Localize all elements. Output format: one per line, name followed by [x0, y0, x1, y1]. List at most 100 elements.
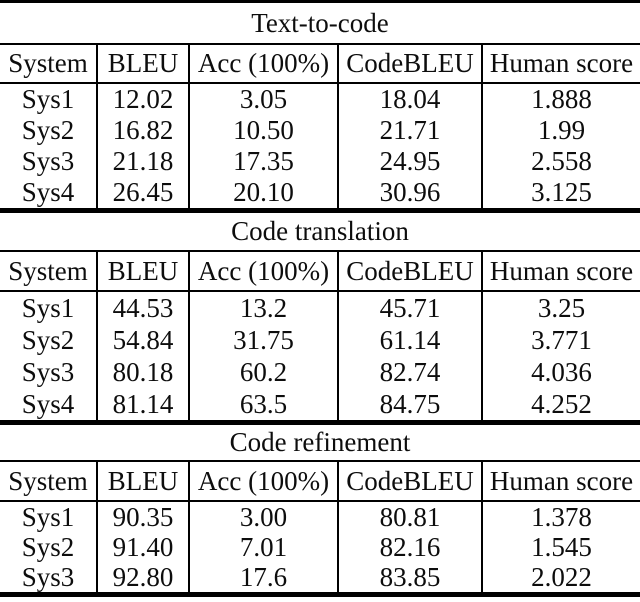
section-title-row: Code refinement — [0, 425, 640, 460]
header-row: System BLEU Acc (100%) CodeBLEU Human sc… — [0, 45, 640, 82]
cell-bleu: 90.35 — [96, 502, 188, 532]
table-row: Sys1 90.35 3.00 80.81 1.378 — [0, 502, 640, 532]
cell-system: Sys3 — [21, 356, 75, 387]
cell-system: Sys2 — [21, 324, 75, 355]
cell-human-score: 3.771 — [481, 324, 640, 356]
section-title: Code refinement — [229, 427, 411, 457]
column-header-system: System — [8, 255, 88, 286]
cell-bleu: 91.40 — [96, 532, 188, 562]
cell-human-score: 1.99 — [481, 115, 640, 146]
cell-acc: 3.00 — [188, 502, 337, 532]
cell-bleu: 54.84 — [96, 324, 188, 356]
cell-codebleu: 84.75 — [337, 388, 481, 420]
cell-human-score: 4.252 — [481, 388, 640, 420]
rule-below-title — [0, 43, 640, 45]
cell-acc: 7.01 — [188, 532, 337, 562]
cell-bleu: 12.02 — [96, 84, 188, 115]
cell-system: Sys4 — [21, 177, 75, 207]
cell-system: Sys3 — [21, 146, 75, 176]
cell-codebleu: 30.96 — [337, 177, 481, 208]
cell-codebleu: 18.04 — [337, 84, 481, 115]
bottom-rule — [0, 592, 640, 597]
column-header-system: System — [8, 48, 88, 78]
cell-human-score: 3.125 — [481, 177, 640, 208]
column-header-codebleu: CodeBLEU — [337, 252, 481, 290]
table-row: Sys3 21.18 17.35 24.95 2.558 — [0, 146, 640, 177]
cell-codebleu: 45.71 — [337, 292, 481, 324]
cell-acc: 13.2 — [188, 292, 337, 324]
table-row: Sys4 81.14 63.5 84.75 4.252 — [0, 388, 640, 420]
column-header-codebleu: CodeBLEU — [337, 462, 481, 500]
column-header-codebleu: CodeBLEU — [337, 45, 481, 82]
cell-codebleu: 82.16 — [337, 532, 481, 562]
table-section-code-refinement: Code refinement System BLEU Acc (100%) C… — [0, 425, 640, 592]
cell-human-score: 4.036 — [481, 356, 640, 388]
section-divider-rule — [0, 208, 640, 213]
cell-human-score: 1.378 — [481, 502, 640, 532]
cell-bleu: 44.53 — [96, 292, 188, 324]
cell-acc: 20.10 — [188, 177, 337, 208]
header-row: System BLEU Acc (100%) CodeBLEU Human sc… — [0, 252, 640, 290]
cell-system: Sys1 — [21, 84, 75, 114]
rule-below-title — [0, 250, 640, 252]
cell-codebleu: 24.95 — [337, 146, 481, 177]
cell-acc: 17.6 — [188, 562, 337, 592]
section-title-row: Code translation — [0, 213, 640, 250]
cell-system: Sys1 — [21, 502, 75, 532]
cell-codebleu: 61.14 — [337, 324, 481, 356]
rule-below-header — [0, 290, 640, 292]
rule-below-header — [0, 82, 640, 84]
column-header-human-score: Human score — [481, 252, 640, 290]
cell-bleu: 16.82 — [96, 115, 188, 146]
table-row: Sys3 80.18 60.2 82.74 4.036 — [0, 356, 640, 388]
cell-codebleu: 21.71 — [337, 115, 481, 146]
column-header-acc: Acc (100%) — [188, 462, 337, 500]
column-header-bleu: BLEU — [96, 462, 188, 500]
table-row: Sys2 54.84 31.75 61.14 3.771 — [0, 324, 640, 356]
cell-human-score: 3.25 — [481, 292, 640, 324]
table-row: Sys1 44.53 13.2 45.71 3.25 — [0, 292, 640, 324]
cell-bleu: 21.18 — [96, 146, 188, 177]
table-row: Sys1 12.02 3.05 18.04 1.888 — [0, 84, 640, 115]
column-header-bleu: BLEU — [96, 45, 188, 82]
cell-human-score: 2.022 — [481, 562, 640, 592]
column-header-human-score: Human score — [481, 45, 640, 82]
section-title: Code translation — [231, 216, 409, 246]
cell-system: Sys4 — [21, 388, 75, 419]
cell-bleu: 81.14 — [96, 388, 188, 420]
top-rule — [0, 0, 640, 3]
cell-codebleu: 83.85 — [337, 562, 481, 592]
cell-acc: 3.05 — [188, 84, 337, 115]
column-header-acc: Acc (100%) — [188, 252, 337, 290]
table-row: Sys4 26.45 20.10 30.96 3.125 — [0, 177, 640, 208]
table-section-text-to-code: Text-to-code System BLEU Acc (100%) Code… — [0, 3, 640, 208]
section-title: Text-to-code — [251, 7, 389, 38]
column-header-acc: Acc (100%) — [188, 45, 337, 82]
cell-acc: 17.35 — [188, 146, 337, 177]
table-row: Sys3 92.80 17.6 83.85 2.022 — [0, 562, 640, 592]
cell-bleu: 80.18 — [96, 356, 188, 388]
cell-bleu: 26.45 — [96, 177, 188, 208]
table-row: Sys2 16.82 10.50 21.71 1.99 — [0, 115, 640, 146]
cell-codebleu: 82.74 — [337, 356, 481, 388]
cell-bleu: 92.80 — [96, 562, 188, 592]
section-divider-rule — [0, 420, 640, 425]
cell-system: Sys1 — [21, 292, 75, 323]
table-section-code-translation: Code translation System BLEU Acc (100%) … — [0, 213, 640, 420]
table-row: Sys2 91.40 7.01 82.16 1.545 — [0, 532, 640, 562]
cell-system: Sys3 — [21, 562, 75, 592]
section-title-row: Text-to-code — [0, 3, 640, 43]
rule-below-title — [0, 460, 640, 462]
header-row: System BLEU Acc (100%) CodeBLEU Human sc… — [0, 462, 640, 500]
cell-system: Sys2 — [21, 115, 75, 145]
cell-acc: 31.75 — [188, 324, 337, 356]
cell-acc: 10.50 — [188, 115, 337, 146]
cell-human-score: 1.888 — [481, 84, 640, 115]
cell-system: Sys2 — [21, 532, 75, 562]
column-header-system: System — [8, 465, 88, 496]
cell-acc: 63.5 — [188, 388, 337, 420]
cell-acc: 60.2 — [188, 356, 337, 388]
cell-human-score: 1.545 — [481, 532, 640, 562]
cell-human-score: 2.558 — [481, 146, 640, 177]
